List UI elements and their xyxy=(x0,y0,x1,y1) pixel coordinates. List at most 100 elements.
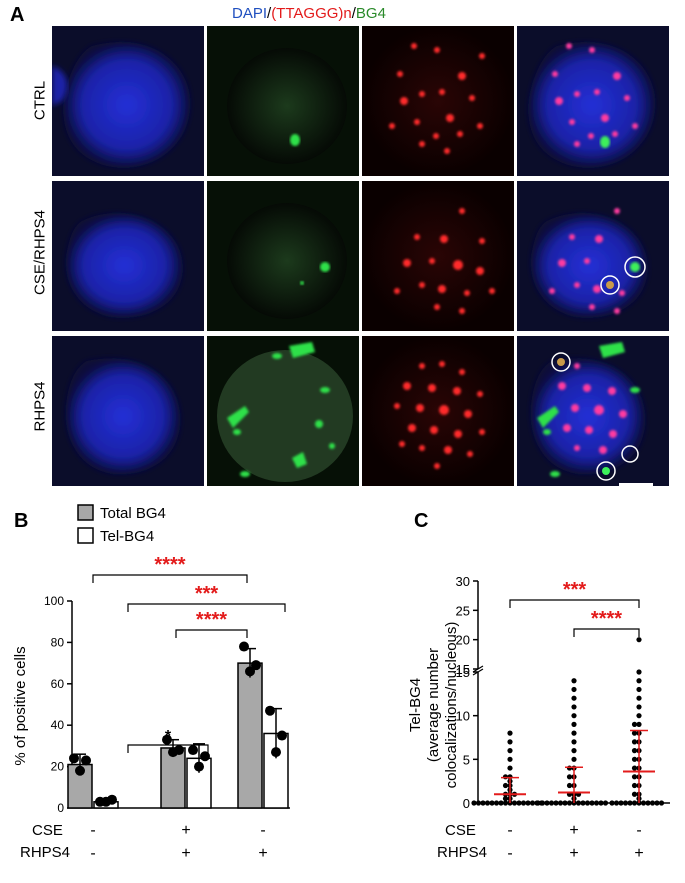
chart-c-point xyxy=(571,721,577,727)
chart-c-point xyxy=(507,765,513,771)
chart-c-point xyxy=(566,765,573,771)
chart-c-point xyxy=(631,774,638,780)
chart-b-rhps4-sign-3: + xyxy=(258,845,267,862)
chart-b-point xyxy=(174,745,184,756)
chart-b-sig-bracket xyxy=(127,603,286,612)
colocalization-circle xyxy=(551,352,571,372)
panel-a-letter: A xyxy=(10,4,25,26)
chart-b-bar xyxy=(160,747,186,809)
telomere-label: (TTAGGG)n xyxy=(271,5,352,22)
chart-c-point xyxy=(493,800,500,806)
chart-c-point xyxy=(535,800,541,806)
chart-c-point xyxy=(584,800,591,806)
panel-b-letter: B xyxy=(14,510,29,532)
chart-b-bars xyxy=(67,641,289,809)
chart-b-sig-label: **** xyxy=(196,609,227,631)
micrograph-grid xyxy=(52,26,669,487)
chart-c-point xyxy=(571,756,577,762)
chart-c-point xyxy=(593,800,600,806)
header-slash-2: / xyxy=(351,5,356,22)
chart-c-point xyxy=(553,800,559,806)
chart-c-point xyxy=(575,800,582,806)
chart-b-point xyxy=(200,751,210,762)
chart-c-point xyxy=(580,800,586,806)
chart-c-ytick-label: 15 xyxy=(456,665,470,680)
legend-swatch-total-bg4 xyxy=(77,504,94,521)
chart-b-ytick-label: 20 xyxy=(51,760,65,774)
chart-c-point xyxy=(539,800,546,806)
chart-c-point xyxy=(636,713,642,719)
chart-c-point xyxy=(507,730,513,736)
chart-b-cse-label: CSE xyxy=(32,822,63,839)
chart-b-cse-sign-2: + xyxy=(181,822,190,839)
chart-c-sig-bracket xyxy=(573,628,640,637)
scale-bar xyxy=(619,483,653,487)
chart-c-point xyxy=(566,782,573,789)
row3-bg4-image xyxy=(207,336,359,486)
chart-b-point xyxy=(194,761,204,772)
chart-c-point xyxy=(544,800,550,806)
chart-b-point xyxy=(245,666,255,677)
chart-b: Total BG4 Tel-BG4 % of positive cells 0 2… xyxy=(12,504,290,862)
legend-label-total-bg4: Total BG4 xyxy=(100,505,166,522)
chart-b-sig-label: *** xyxy=(195,583,219,605)
chart-c-point xyxy=(507,756,513,762)
chart-c-point xyxy=(516,800,522,806)
chart-c-point xyxy=(566,800,573,806)
chart-c-ytick-label: 5 xyxy=(463,752,470,767)
chart-b-point xyxy=(277,730,287,741)
chart-c-point xyxy=(631,730,638,736)
chart-c-point xyxy=(636,637,642,643)
chart-c-point xyxy=(636,669,642,675)
chart-b-sig-label: **** xyxy=(154,554,185,576)
chart-c-point xyxy=(636,678,642,684)
colocalization-circle xyxy=(600,275,620,295)
row3-telomere-image xyxy=(362,336,514,486)
chart-c-cse-sign-1: - xyxy=(507,822,512,839)
chart-c-sig-bracket xyxy=(509,599,640,608)
chart-c-point xyxy=(631,791,638,797)
chart-c-ytick-label: 30 xyxy=(456,574,470,589)
chart-c-point xyxy=(571,704,577,710)
chart-c-point xyxy=(525,800,531,806)
chart-b-point xyxy=(75,765,85,776)
chart-c-ytick-label: 25 xyxy=(456,603,470,618)
chart-c-point xyxy=(636,686,642,693)
row2-bg4-image xyxy=(207,181,359,331)
chart-c-point xyxy=(631,756,638,762)
chart-b-point xyxy=(188,745,198,756)
dapi-label: DAPI xyxy=(232,5,268,22)
chart-b-ytick-label: 100 xyxy=(44,594,64,608)
chart-b-point xyxy=(81,755,91,766)
chart-b-cse-sign-3: - xyxy=(260,822,265,839)
chart-c-cse-sign-2: + xyxy=(569,822,578,839)
chart-b-ytick-label: 40 xyxy=(51,718,65,732)
header-slash-1: / xyxy=(267,5,272,22)
chart-c-point xyxy=(502,782,509,789)
chart-c-point xyxy=(571,713,577,719)
chart-b-ytick-label: 80 xyxy=(51,635,65,649)
chart-c-points xyxy=(471,637,665,806)
row2-dapi-image xyxy=(52,181,204,331)
row1-bg4-image xyxy=(207,26,359,176)
chart-c-point xyxy=(498,800,504,806)
chart-c-point xyxy=(489,800,495,806)
chart-b-point xyxy=(271,747,281,758)
chart-c-point xyxy=(640,800,647,806)
bg4-label: BG4 xyxy=(355,5,386,22)
chart-c-point xyxy=(571,739,577,745)
chart-c-point xyxy=(475,800,482,806)
row1-dapi-image xyxy=(52,26,204,176)
chart-b-bar xyxy=(237,662,263,809)
chart-c-point xyxy=(520,800,527,806)
chart-c-point xyxy=(571,678,577,684)
chart-c-point xyxy=(636,704,642,710)
chart-c-point xyxy=(631,800,638,806)
row2-merge-image xyxy=(517,181,669,331)
chart-c-point xyxy=(557,800,564,806)
chart-c-point xyxy=(562,800,568,806)
chart-c-point xyxy=(529,800,536,806)
row-label-cse-rhps4: CSE/RHPS4 xyxy=(31,209,49,296)
chart-c-point xyxy=(502,796,509,802)
chart-c-point xyxy=(618,800,624,806)
